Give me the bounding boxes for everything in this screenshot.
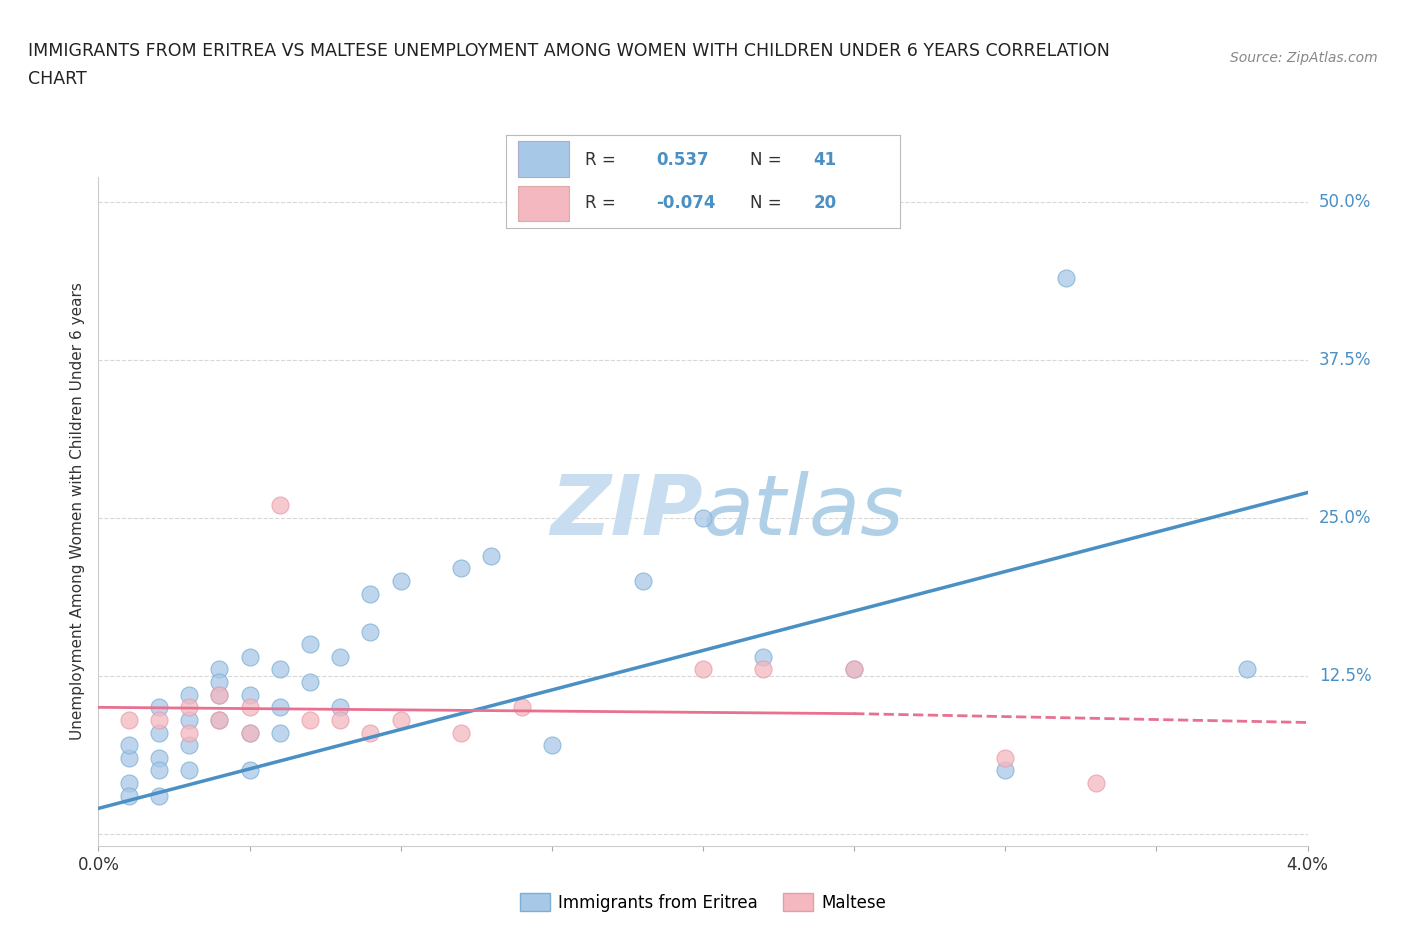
Point xyxy=(118,712,141,727)
Point xyxy=(299,637,322,652)
Text: R =: R = xyxy=(585,193,616,212)
Point xyxy=(179,687,201,702)
Point xyxy=(239,763,262,777)
Text: ZIP: ZIP xyxy=(550,471,703,552)
Point xyxy=(239,700,262,715)
Point xyxy=(450,561,472,576)
Point xyxy=(389,574,412,589)
Point xyxy=(148,725,170,740)
Point xyxy=(269,662,291,677)
Point xyxy=(994,763,1017,777)
Point xyxy=(118,776,141,790)
Point xyxy=(208,687,231,702)
Text: IMMIGRANTS FROM ERITREA VS MALTESE UNEMPLOYMENT AMONG WOMEN WITH CHILDREN UNDER : IMMIGRANTS FROM ERITREA VS MALTESE UNEMP… xyxy=(28,42,1109,60)
Point xyxy=(239,649,262,664)
Point xyxy=(208,662,231,677)
Point xyxy=(208,712,231,727)
Point xyxy=(179,725,201,740)
Point xyxy=(179,763,201,777)
Text: 37.5%: 37.5% xyxy=(1319,351,1371,369)
Text: 0.537: 0.537 xyxy=(655,151,709,169)
Text: 12.5%: 12.5% xyxy=(1319,667,1371,684)
Point xyxy=(359,725,381,740)
Point xyxy=(299,712,322,727)
Point xyxy=(479,549,503,564)
Point xyxy=(208,687,231,702)
Point xyxy=(148,712,170,727)
Text: atlas: atlas xyxy=(703,471,904,552)
Text: 50.0%: 50.0% xyxy=(1319,193,1371,211)
Text: -0.074: -0.074 xyxy=(655,193,716,212)
Point xyxy=(692,511,714,525)
Point xyxy=(844,662,866,677)
Point xyxy=(148,763,170,777)
Point xyxy=(844,662,866,677)
Y-axis label: Unemployment Among Women with Children Under 6 years: Unemployment Among Women with Children U… xyxy=(69,283,84,740)
Text: 25.0%: 25.0% xyxy=(1319,509,1371,526)
Text: N =: N = xyxy=(751,193,782,212)
Point xyxy=(540,737,562,752)
Point xyxy=(269,700,291,715)
Point xyxy=(118,751,141,765)
Text: CHART: CHART xyxy=(28,70,87,87)
Point xyxy=(389,712,412,727)
Point xyxy=(752,649,775,664)
Point xyxy=(239,687,262,702)
Text: R =: R = xyxy=(585,151,616,169)
Point xyxy=(148,700,170,715)
Point xyxy=(1054,271,1077,286)
Point xyxy=(752,662,775,677)
Point xyxy=(329,649,352,664)
Point xyxy=(510,700,533,715)
Point xyxy=(359,586,381,601)
FancyBboxPatch shape xyxy=(517,141,569,177)
Point xyxy=(692,662,714,677)
FancyBboxPatch shape xyxy=(517,186,569,221)
Point xyxy=(329,712,352,727)
Point xyxy=(329,700,352,715)
Point xyxy=(269,498,291,512)
Point xyxy=(994,751,1017,765)
Point xyxy=(239,725,262,740)
Point xyxy=(450,725,472,740)
Text: N =: N = xyxy=(751,151,782,169)
Point xyxy=(239,725,262,740)
Text: 41: 41 xyxy=(813,151,837,169)
Point xyxy=(208,674,231,689)
Point xyxy=(208,712,231,727)
Point xyxy=(1085,776,1108,790)
Point xyxy=(299,674,322,689)
Point xyxy=(179,700,201,715)
Point xyxy=(118,737,141,752)
Point xyxy=(1236,662,1258,677)
Point xyxy=(148,789,170,804)
Legend: Immigrants from Eritrea, Maltese: Immigrants from Eritrea, Maltese xyxy=(513,887,893,918)
Point xyxy=(118,789,141,804)
Point xyxy=(148,751,170,765)
Point xyxy=(269,725,291,740)
Point xyxy=(179,712,201,727)
Text: 20: 20 xyxy=(813,193,837,212)
Point xyxy=(179,737,201,752)
Point xyxy=(631,574,654,589)
Point xyxy=(359,624,381,639)
Text: Source: ZipAtlas.com: Source: ZipAtlas.com xyxy=(1230,51,1378,65)
